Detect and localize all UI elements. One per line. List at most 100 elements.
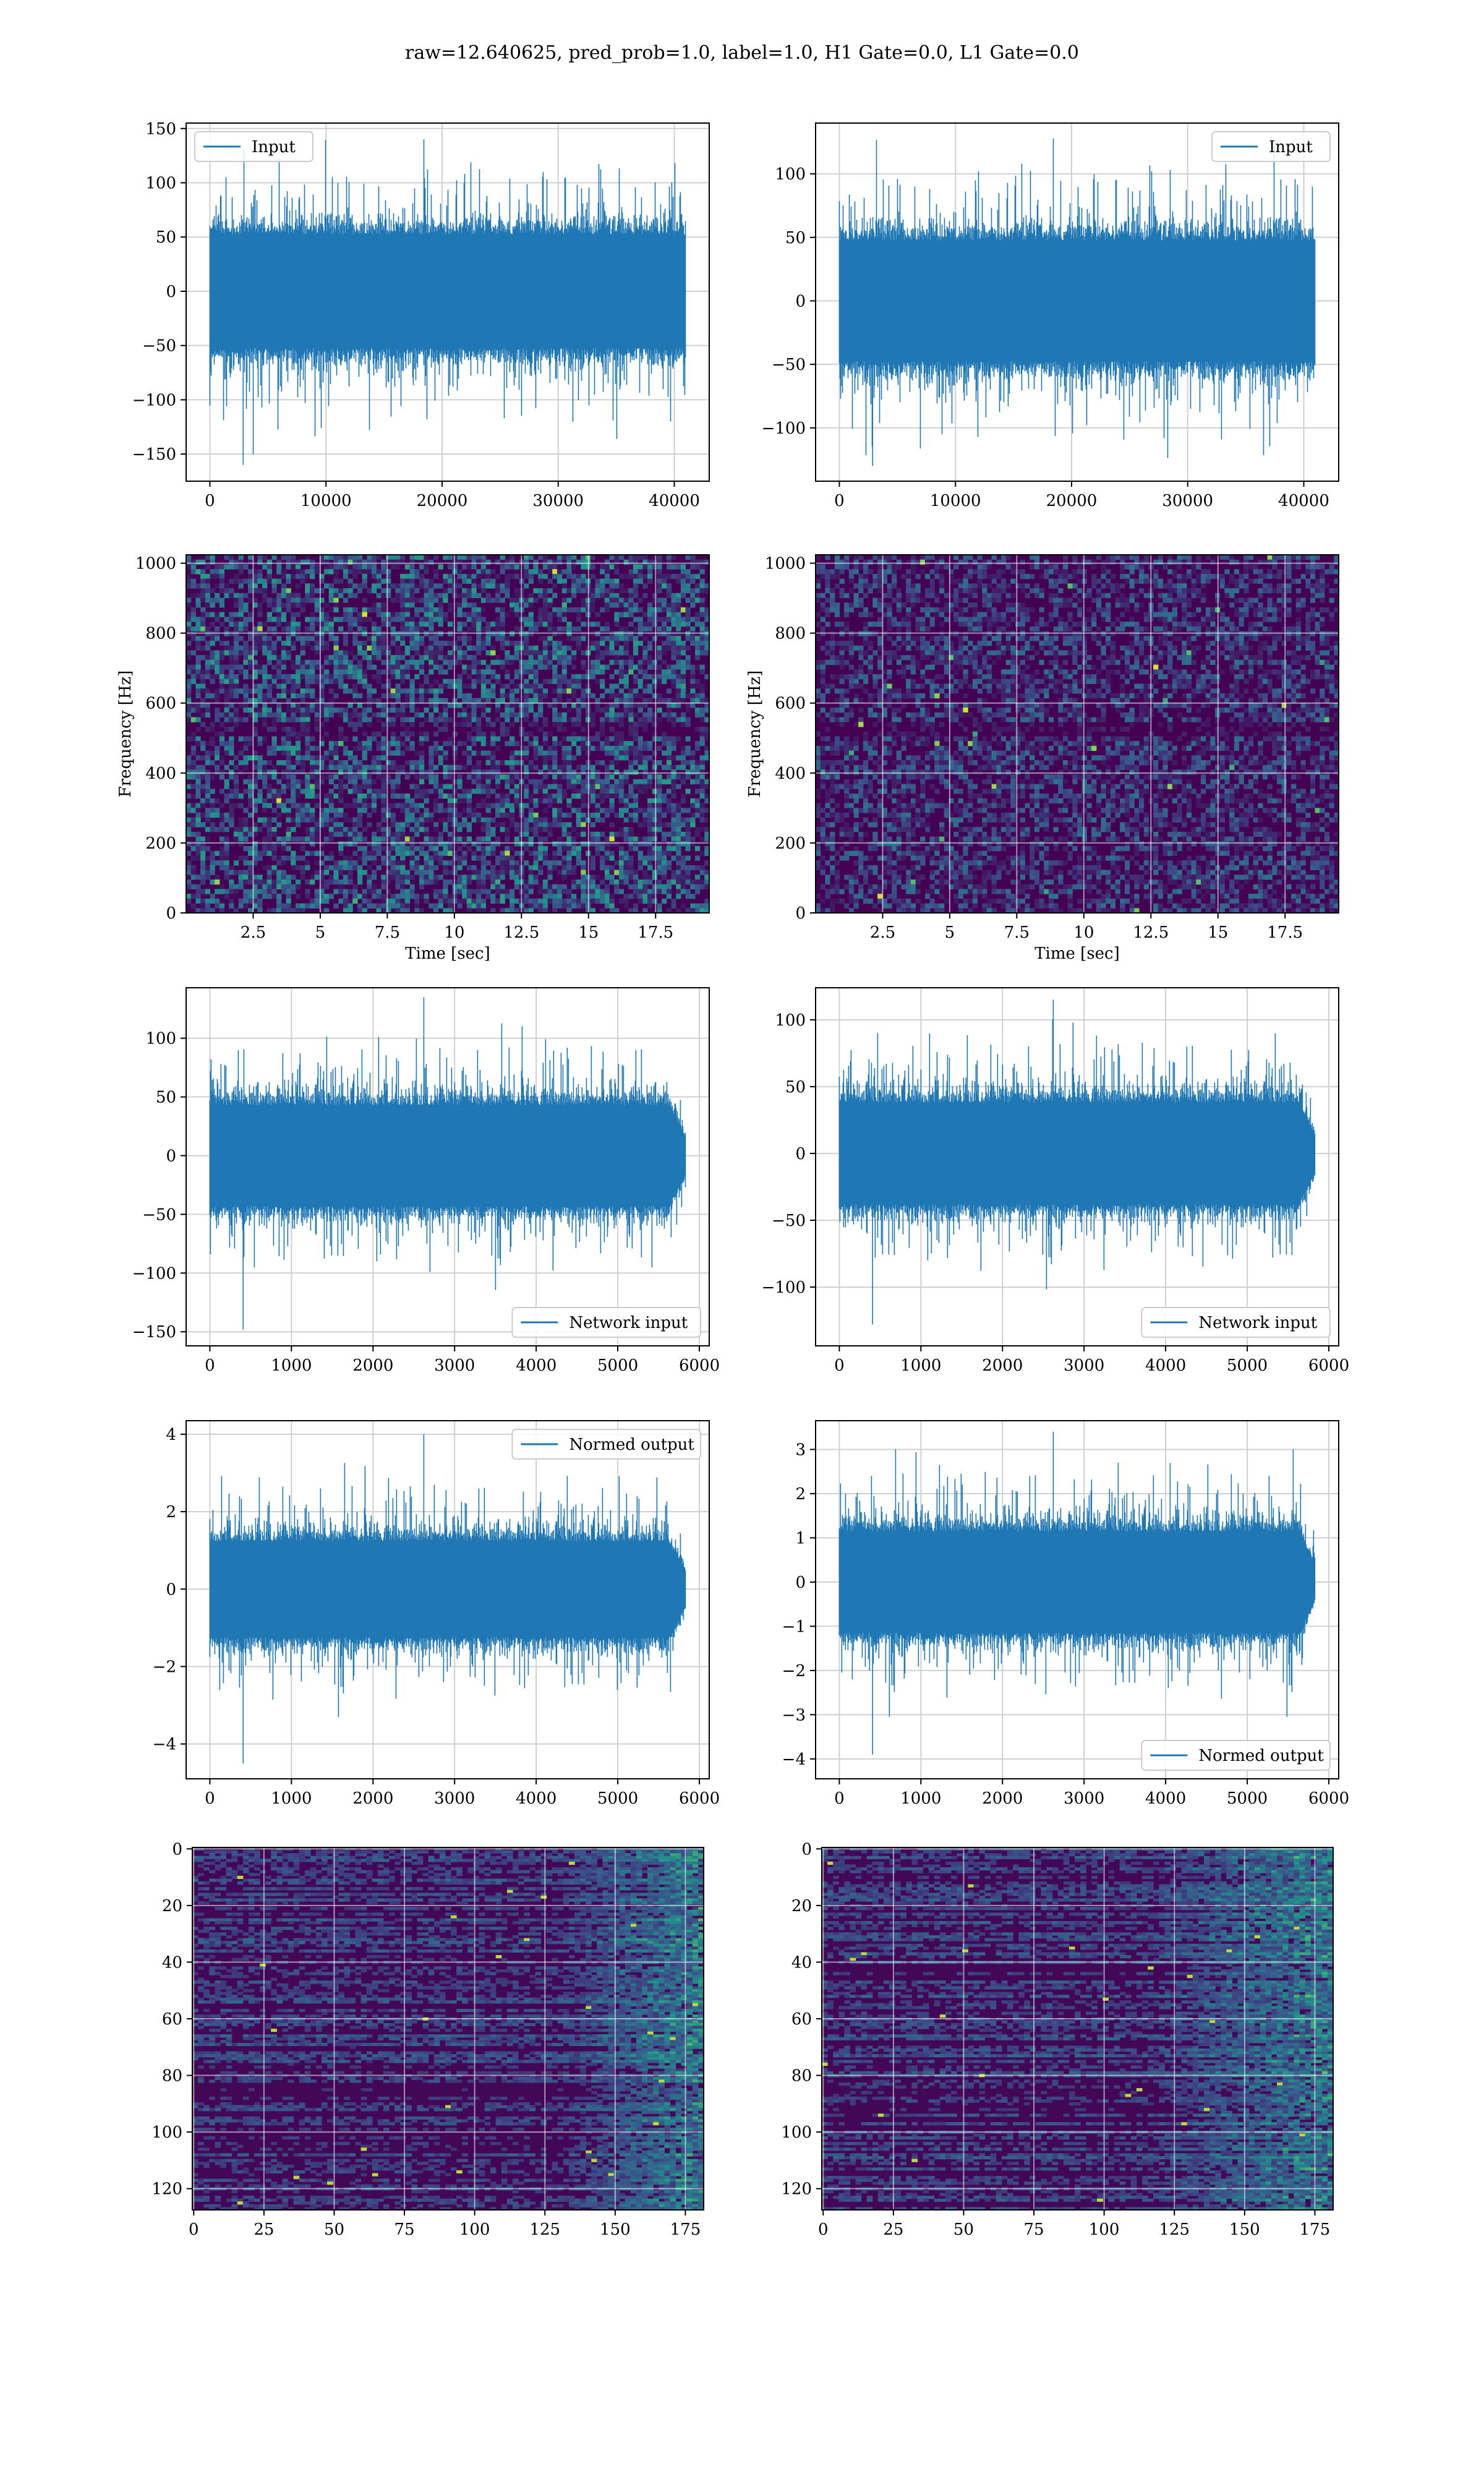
h1-spectrogram-cell bbox=[276, 745, 282, 751]
h1-spectrogram-cell bbox=[319, 889, 325, 894]
h1-spectrogram-cell bbox=[647, 860, 653, 866]
h1-spectrogram-cell bbox=[319, 698, 325, 703]
h1-spectrogram-cell bbox=[652, 559, 657, 565]
h1-spectrogram-cell bbox=[352, 726, 358, 732]
h1-spectrogram-cell bbox=[495, 593, 501, 599]
h1-spectrogram-cell bbox=[457, 764, 463, 770]
h1-spectrogram-cell bbox=[186, 622, 192, 627]
h1-spectrogram-cell bbox=[328, 803, 334, 808]
h1-spectrogram-cell bbox=[362, 769, 367, 775]
h1-spectrogram-cell bbox=[443, 703, 448, 708]
h1-spectrogram-cell bbox=[471, 808, 477, 813]
h1-spectrogram-cell bbox=[704, 641, 710, 646]
h1-spectrogram-cell bbox=[409, 602, 415, 608]
h1-spectrogram-cell bbox=[219, 827, 225, 833]
h1-spectrogram-cell bbox=[433, 841, 439, 847]
h1-spectrogram-cell bbox=[623, 573, 629, 580]
h1-spectrogram-cell bbox=[685, 769, 691, 775]
h1-spectrogram-cell bbox=[386, 875, 391, 880]
h1-spectrogram-cell bbox=[680, 870, 686, 875]
h1-spectrogram-cell bbox=[618, 779, 625, 785]
h1-spectrogram-cell bbox=[248, 812, 254, 818]
h1-spectrogram-cell bbox=[600, 578, 605, 584]
h1-spectrogram-cell bbox=[229, 659, 234, 666]
h1-spectrogram-cell bbox=[333, 593, 339, 599]
h1-spectrogram-cell bbox=[690, 836, 696, 842]
h1-spectrogram-cell bbox=[395, 769, 401, 775]
h1-spectrogram-cell bbox=[219, 855, 225, 861]
h1-spectrogram-cell bbox=[219, 597, 225, 603]
h1-spectrogram-cell bbox=[248, 612, 254, 617]
h1-spectrogram-cell bbox=[485, 822, 491, 828]
h1-spectrogram-cell bbox=[704, 784, 710, 789]
h1-spectrogram-cell bbox=[367, 784, 372, 789]
h1-spectrogram-cell bbox=[485, 779, 491, 785]
h1-spectrogram-cell bbox=[243, 736, 249, 742]
h1-spectrogram-cell bbox=[205, 750, 211, 756]
h1-spectrogram-cell bbox=[257, 688, 263, 694]
h1-spectrogram-cell bbox=[566, 860, 572, 866]
h1-spectrogram-cell bbox=[694, 760, 701, 766]
h1-spectrogram-cell bbox=[642, 822, 648, 828]
h1-spectrogram-cell bbox=[195, 774, 201, 780]
h1-spectrogram-cell bbox=[471, 712, 477, 718]
h1-spectrogram-cell bbox=[333, 569, 339, 575]
h1-spectrogram-cell bbox=[381, 817, 386, 823]
h1-spectrogram-cell bbox=[386, 845, 391, 852]
h1-spectrogram-cell bbox=[476, 841, 482, 847]
h1-spectrogram-cell bbox=[338, 708, 344, 713]
h1-spectrogram-cell bbox=[219, 836, 225, 842]
h1-spectrogram-cell bbox=[190, 855, 196, 861]
h1-spectrogram-cell bbox=[490, 827, 496, 833]
h1-spectrogram-cell bbox=[524, 602, 529, 608]
h1-spectrogram-cell bbox=[542, 612, 548, 617]
h1-spectrogram-cell bbox=[571, 736, 577, 742]
h1-spectrogram-cell bbox=[319, 607, 325, 613]
h1-spectrogram-cell bbox=[190, 569, 196, 575]
h1-spectrogram-cell bbox=[409, 841, 415, 847]
h1-spectrogram-cell bbox=[457, 774, 463, 780]
h1-spectrogram-cell bbox=[528, 659, 534, 666]
h1-spectrogram-cell bbox=[666, 741, 672, 747]
h1-spectrogram-cell bbox=[352, 593, 358, 599]
h1-spectrogram-cell bbox=[680, 880, 686, 885]
h1-spectrogram-cell bbox=[576, 722, 581, 727]
h1-spectrogram-cell bbox=[190, 760, 196, 766]
h1-spectrogram-cell bbox=[295, 717, 301, 722]
h1-spectrogram-cell bbox=[480, 559, 487, 565]
h1-spectrogram-cell bbox=[676, 822, 681, 828]
h1-spectrogram-cell bbox=[233, 664, 239, 670]
h1-spectrogram-cell bbox=[652, 836, 657, 842]
h1-spectrogram-cell bbox=[267, 817, 272, 823]
h1-spectrogram-cell bbox=[338, 884, 344, 889]
h1-spectrogram-cell bbox=[381, 803, 386, 808]
h1-spectrogram-cell bbox=[448, 822, 453, 828]
h1-spectrogram-cell bbox=[628, 593, 634, 599]
h1-spectrogram-cell bbox=[471, 855, 477, 861]
h1-spectrogram-cell bbox=[671, 784, 676, 789]
h1-spectrogram-cell bbox=[295, 669, 301, 675]
h1-spectrogram-cell bbox=[248, 875, 254, 880]
h1-spectrogram-cell bbox=[291, 855, 296, 861]
h1-spectrogram-cell bbox=[281, 693, 287, 699]
h1-spectrogram-cell bbox=[604, 564, 610, 570]
h1-spectrogram-cell bbox=[200, 559, 206, 565]
h1-spectrogram-cell bbox=[424, 688, 429, 694]
h1-spectrogram-cell bbox=[476, 583, 482, 589]
h1-spectrogram-cell bbox=[604, 841, 610, 847]
h1-spectrogram-cell bbox=[433, 880, 439, 885]
h1-spectrogram-cell bbox=[628, 827, 634, 833]
h1-spectrogram-cell bbox=[666, 779, 672, 785]
h1-spectrogram-cell bbox=[609, 750, 615, 756]
h1-spectrogram-cell bbox=[409, 559, 415, 565]
h1-spectrogram-cell bbox=[328, 741, 334, 747]
h1-spectrogram-cell bbox=[409, 784, 415, 789]
h1-spectrogram-cell bbox=[305, 626, 310, 632]
h1-spectrogram-cell bbox=[409, 617, 415, 622]
h1-spectrogram-cell bbox=[295, 789, 301, 794]
h1-spectrogram-cell bbox=[633, 722, 639, 727]
h1-spectrogram-cell bbox=[252, 827, 258, 833]
h1-spectrogram-cell bbox=[628, 784, 634, 789]
h1-spectrogram-cell bbox=[409, 678, 415, 684]
h1-spectrogram-cell bbox=[514, 597, 519, 603]
